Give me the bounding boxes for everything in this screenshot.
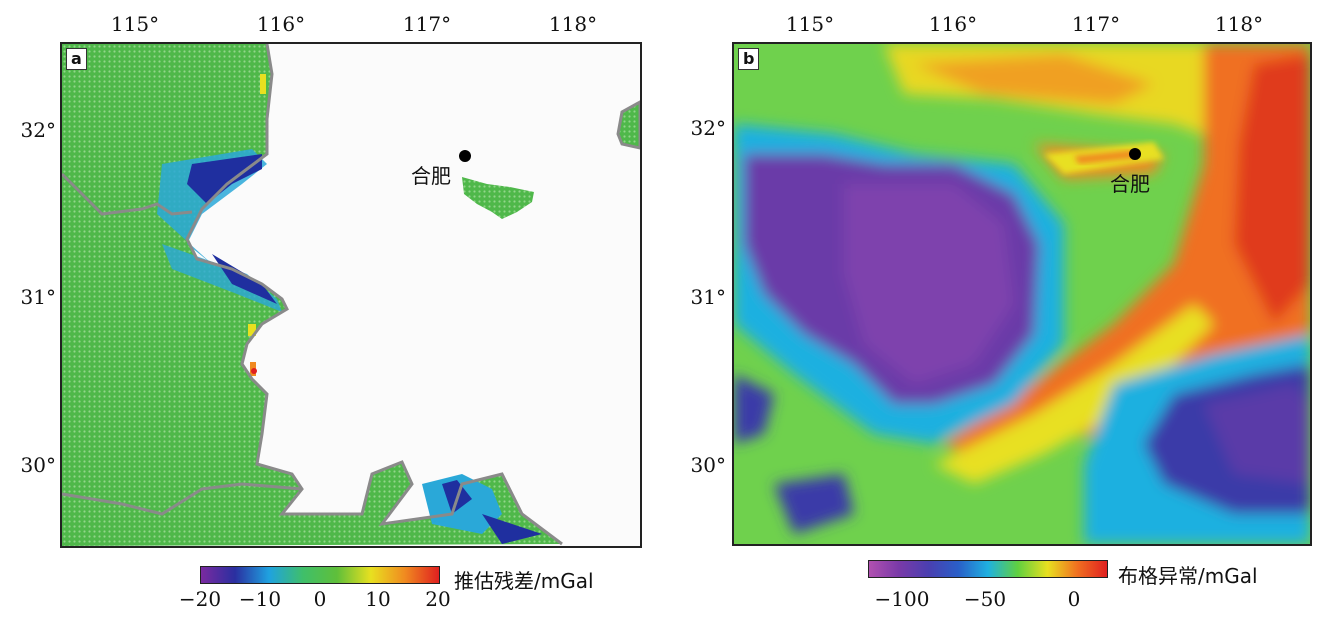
x-tick: 115° xyxy=(785,12,835,36)
colorbar-tick: 0 xyxy=(1067,587,1081,611)
residual-low-core xyxy=(482,514,542,544)
colorbar-title: 推估残差/mGal xyxy=(454,569,594,593)
colorbar-gradient xyxy=(868,560,1108,578)
x-tick: 116° xyxy=(928,12,978,36)
city-label: 合肥 xyxy=(1110,172,1150,196)
colorbar-tick: −100 xyxy=(874,587,930,611)
anomaly-high-zone xyxy=(1234,54,1310,324)
residual-high-spot xyxy=(260,74,266,94)
residual-low-zone xyxy=(162,244,282,312)
residual-high-spot xyxy=(251,368,257,374)
city-label: 合肥 xyxy=(411,164,451,188)
x-tick: 117° xyxy=(1071,12,1121,36)
colorbar-tick: −50 xyxy=(963,587,1007,611)
city-marker xyxy=(1129,148,1141,160)
anomaly-low-core xyxy=(844,184,1014,384)
anomaly-high-streak xyxy=(1074,150,1136,164)
residual-coverage-hefei xyxy=(462,177,534,219)
x-tick: 118° xyxy=(548,12,598,36)
anomaly-low-spot xyxy=(774,474,854,534)
bouguer-map-canvas xyxy=(734,44,1310,544)
x-tick: 118° xyxy=(1214,12,1264,36)
residual-map-canvas xyxy=(62,44,640,546)
anomaly-high-zone xyxy=(914,54,1154,104)
colorbar-tick: 20 xyxy=(425,587,451,611)
x-tick: 117° xyxy=(402,12,452,36)
province-boundary xyxy=(62,482,303,516)
bouguer-anomaly-panel: b xyxy=(732,42,1312,546)
colorbar-title: 布格异常/mGal xyxy=(1118,564,1258,588)
province-boundary xyxy=(62,172,193,216)
panel-label: a xyxy=(66,48,87,70)
residual-coverage-west xyxy=(62,44,562,546)
x-tick: 115° xyxy=(110,12,160,36)
y-tick: 30° xyxy=(20,453,56,477)
anomaly-mid-zone xyxy=(934,304,1214,484)
y-tick: 32° xyxy=(20,118,56,142)
residual-coverage-east xyxy=(616,100,640,150)
x-tick: 116° xyxy=(256,12,306,36)
residual-low-core xyxy=(187,154,262,204)
colorbar-tick: 10 xyxy=(365,587,391,611)
colorbar-tick: −10 xyxy=(238,587,282,611)
city-marker xyxy=(459,150,471,162)
colorbar-gradient xyxy=(200,566,440,584)
residual-map-panel: a xyxy=(60,42,642,548)
anomaly-low-spot xyxy=(734,374,774,444)
y-tick: 31° xyxy=(690,285,726,309)
residual-high-spot xyxy=(248,324,256,336)
anomaly-high-zone xyxy=(944,44,1310,454)
colorbar-tick: −20 xyxy=(178,587,222,611)
province-boundary xyxy=(185,44,563,546)
colorbar-tick: 0 xyxy=(313,587,327,611)
anomaly-low-core xyxy=(1204,384,1310,484)
y-tick: 31° xyxy=(20,285,56,309)
y-tick: 32° xyxy=(690,116,726,140)
y-tick: 30° xyxy=(690,453,726,477)
panel-label: b xyxy=(738,48,760,70)
